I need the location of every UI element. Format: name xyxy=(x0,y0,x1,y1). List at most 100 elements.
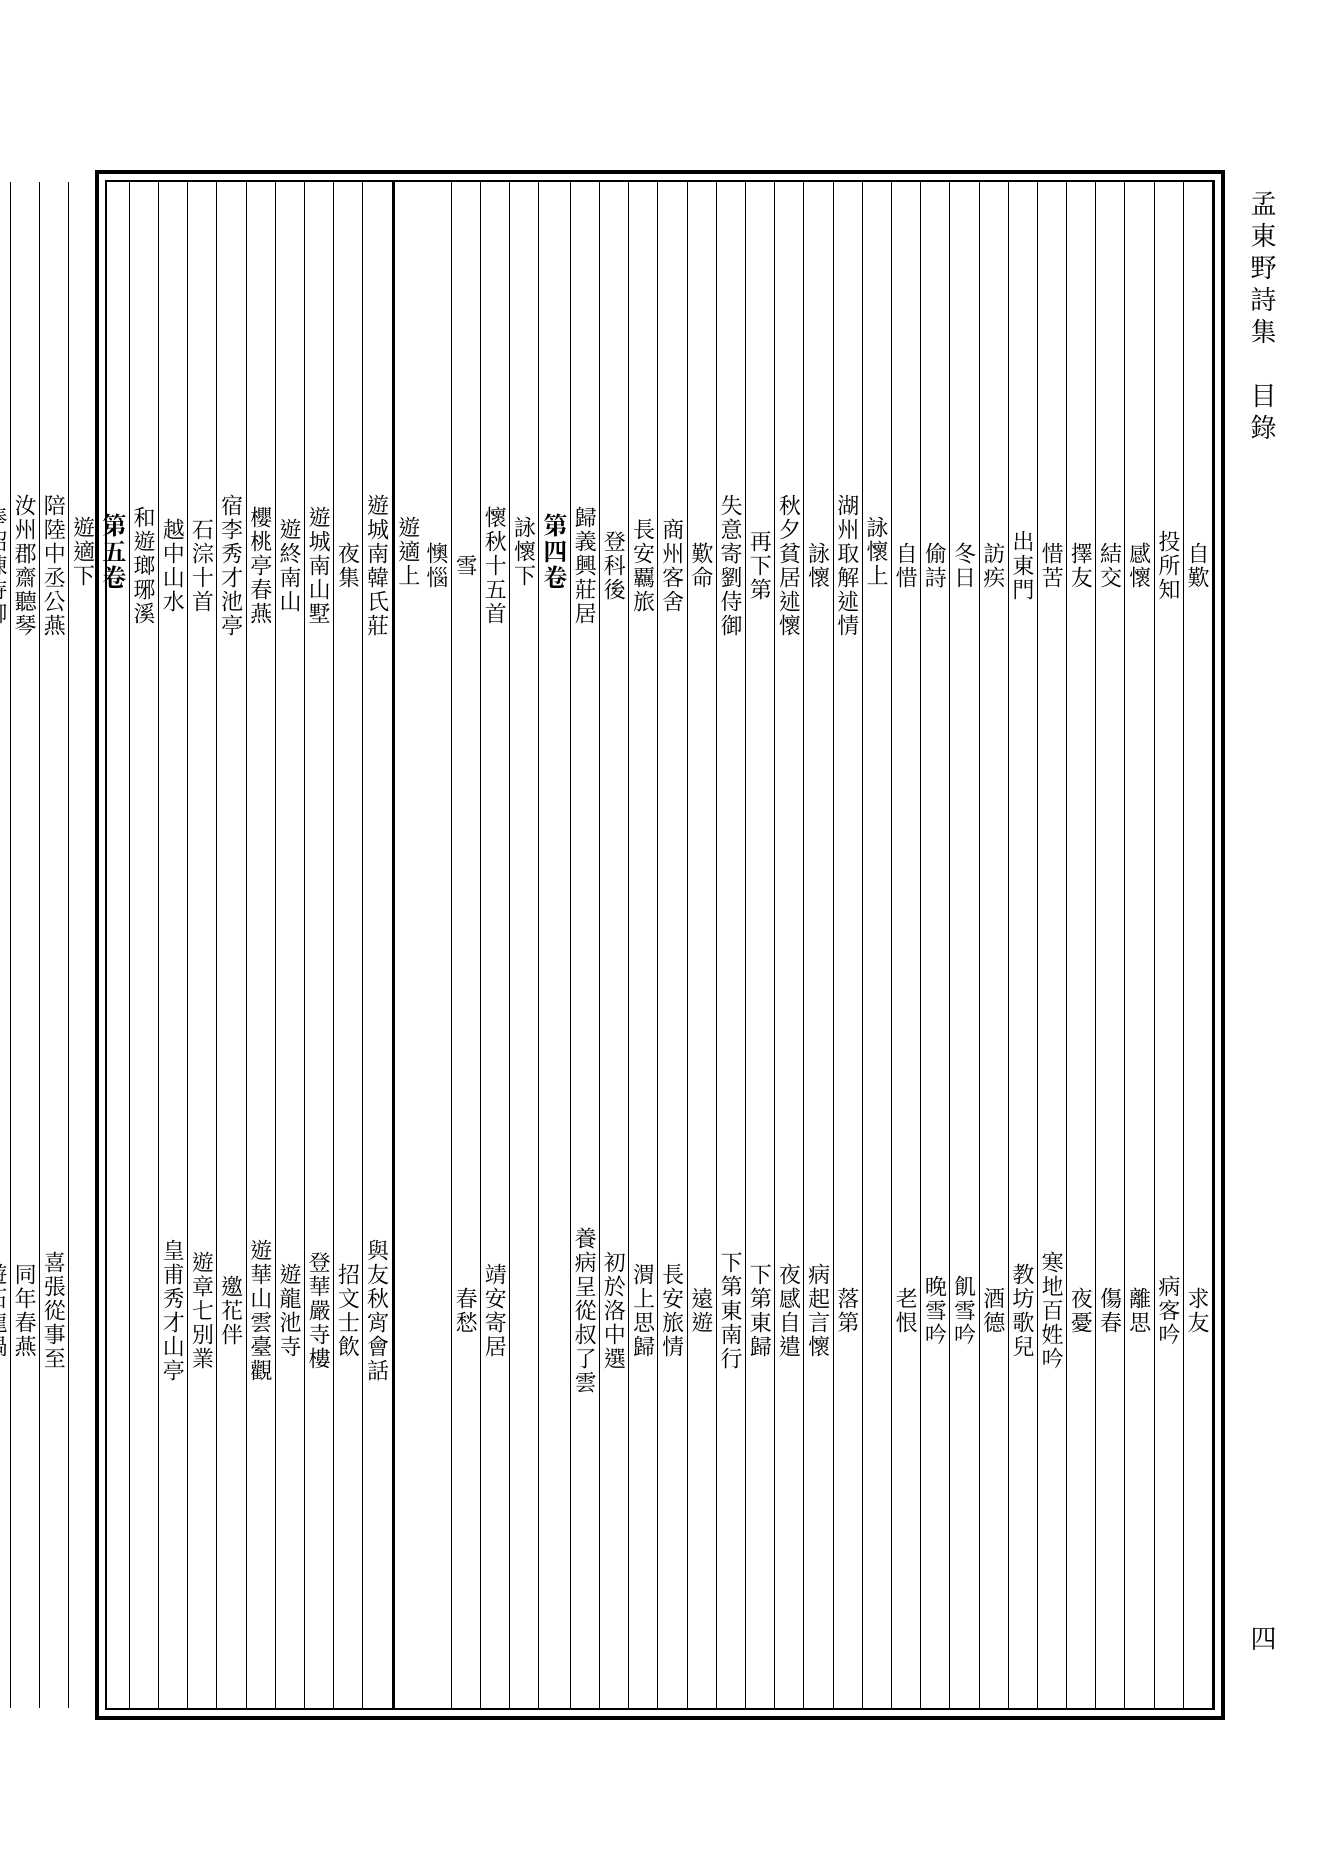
column: 遊適下 xyxy=(69,182,98,1708)
entry-lower: 求友 xyxy=(1186,915,1210,1700)
entry-lower: 離思 xyxy=(1127,915,1151,1700)
entry-lower: 下第東歸 xyxy=(748,915,772,1700)
entry-upper: 結交 xyxy=(1098,190,1122,915)
entry-lower: 同年春燕 xyxy=(13,915,37,1700)
entry-lower: 遠遊 xyxy=(690,915,714,1700)
entry-upper: 石淙十首 xyxy=(190,190,214,915)
right-half: 自歎求友投所知病客吟感懷離思結交傷春擇友夜憂惜苦寒地百姓吟出東門教坊歌兒訪疾酒德… xyxy=(393,182,1213,1708)
column: 歎命遠遊 xyxy=(688,182,717,1708)
column: 冬日飢雪吟 xyxy=(950,182,979,1708)
entry-lower xyxy=(425,915,449,1700)
column: 雪春愁 xyxy=(452,182,481,1708)
entry-upper: 歸義興莊居 xyxy=(573,190,597,915)
column: 遊城南韓氏莊與友秋宵會話 xyxy=(363,182,392,1708)
inner-frame: 自歎求友投所知病客吟感懷離思結交傷春擇友夜憂惜苦寒地百姓吟出東門教坊歌兒訪疾酒德… xyxy=(105,180,1215,1710)
entry-lower: 夜憂 xyxy=(1069,915,1093,1700)
entry-upper: 櫻桃亭春燕 xyxy=(249,190,273,915)
column: 自惜老恨 xyxy=(892,182,921,1708)
column: 陪陸中丞公燕喜張從事至 xyxy=(40,182,69,1708)
column: 擇友夜憂 xyxy=(1067,182,1096,1708)
entry-upper: 商州客舍 xyxy=(660,190,684,915)
entry-upper: 詠懷 xyxy=(806,190,830,915)
entry-upper: 冬日 xyxy=(952,190,976,915)
column: 結交傷春 xyxy=(1096,182,1125,1708)
entry-lower: 養病呈從叔了雲 xyxy=(573,915,597,1700)
column: 詠懷下 xyxy=(510,182,539,1708)
entry-upper: 自惜 xyxy=(894,190,918,915)
left-half: 遊城南韓氏莊與友秋宵會話夜集招文士飲遊城南山墅登華嚴寺樓遊終南山遊龍池寺櫻桃亭春… xyxy=(0,182,393,1708)
entry-upper: 失意寄劉侍御 xyxy=(719,190,743,915)
entry-upper: 雪 xyxy=(454,190,478,915)
entry-upper: 第四卷 xyxy=(541,190,567,915)
column: 第五卷 xyxy=(98,182,129,1708)
entry-upper: 第五卷 xyxy=(100,190,126,915)
entry-lower: 邀花伴 xyxy=(219,915,243,1700)
entry-upper: 湖州取解述情 xyxy=(836,190,860,915)
entry-lower: 老恨 xyxy=(894,915,918,1700)
entry-upper: 歎命 xyxy=(690,190,714,915)
entry-lower: 夜感自遣 xyxy=(777,915,801,1700)
entry-upper: 詠懷上 xyxy=(865,190,889,915)
entry-lower xyxy=(397,915,421,1700)
entry-lower xyxy=(71,915,95,1700)
column: 長安覊旅渭上思歸 xyxy=(629,182,658,1708)
entry-lower: 與友秋宵會話 xyxy=(365,915,389,1700)
entry-lower xyxy=(865,915,889,1700)
entry-upper: 越中山水 xyxy=(161,190,185,915)
entry-lower: 靖安寄居 xyxy=(483,915,507,1700)
column: 詠懷上 xyxy=(863,182,892,1708)
entry-upper: 詠懷下 xyxy=(512,190,536,915)
column: 自歎求友 xyxy=(1184,182,1213,1708)
entry-lower: 長安旅情 xyxy=(660,915,684,1700)
column: 越中山水皇甫秀才山亭 xyxy=(159,182,188,1708)
entry-upper: 訪疾 xyxy=(982,190,1006,915)
page-number: 四 xyxy=(1245,1625,1282,1651)
entry-upper: 投所知 xyxy=(1157,190,1181,915)
entry-upper: 懷秋十五首 xyxy=(483,190,507,915)
entry-lower: 寒地百姓吟 xyxy=(1040,915,1064,1700)
entry-lower xyxy=(132,915,156,1700)
entry-upper: 懊惱 xyxy=(425,190,449,915)
entry-lower: 登華嚴寺樓 xyxy=(307,915,331,1700)
entry-upper: 宿李秀才池亭 xyxy=(219,190,243,915)
entry-lower: 招文士飲 xyxy=(336,915,360,1700)
column: 偷詩晚雪吟 xyxy=(921,182,950,1708)
entry-upper: 長安覊旅 xyxy=(631,190,655,915)
entry-lower: 下第東南行 xyxy=(719,915,743,1700)
entry-upper: 登科後 xyxy=(602,190,626,915)
column: 櫻桃亭春燕遊華山雲臺觀 xyxy=(247,182,276,1708)
column: 懷秋十五首靖安寄居 xyxy=(481,182,510,1708)
column: 汝州郡齋聽琴同年春燕 xyxy=(11,182,40,1708)
column: 出東門教坊歌兒 xyxy=(1009,182,1038,1708)
entry-lower xyxy=(100,915,126,1700)
entry-lower: 遊龍池寺 xyxy=(278,915,302,1700)
entry-upper: 遊適上 xyxy=(397,190,421,915)
entry-lower: 飢雪吟 xyxy=(952,915,976,1700)
entry-upper: 感懷 xyxy=(1127,190,1151,915)
column: 失意寄劉侍御下第東南行 xyxy=(717,182,746,1708)
entry-lower: 落第 xyxy=(836,915,860,1700)
entry-lower: 春愁 xyxy=(454,915,478,1700)
entry-lower: 教坊歌兒 xyxy=(1011,915,1035,1700)
column: 詠懷病起言懷 xyxy=(804,182,833,1708)
entry-lower: 遊華山雲臺觀 xyxy=(249,915,273,1700)
column: 投所知病客吟 xyxy=(1155,182,1184,1708)
entry-lower: 初於洛中選 xyxy=(602,915,626,1700)
entry-lower: 喜張從事至 xyxy=(42,915,66,1700)
entry-upper: 出東門 xyxy=(1011,190,1035,915)
column: 遊終南山遊龍池寺 xyxy=(276,182,305,1708)
entry-upper: 秋夕貧居述懷 xyxy=(777,190,801,915)
entry-upper: 遊城南韓氏莊 xyxy=(365,190,389,915)
entry-lower: 病起言懷 xyxy=(806,915,830,1700)
entry-upper: 遊適下 xyxy=(71,190,95,915)
entry-upper: 擇友 xyxy=(1069,190,1093,915)
entry-upper: 和遊瑯琊溪 xyxy=(132,190,156,915)
column: 遊城南山墅登華嚴寺樓 xyxy=(305,182,334,1708)
entry-lower: 渭上思歸 xyxy=(631,915,655,1700)
column: 秋夕貧居述懷夜感自遣 xyxy=(775,182,804,1708)
column: 宿李秀才池亭邀花伴 xyxy=(217,182,246,1708)
entry-upper: 夜集 xyxy=(336,190,360,915)
column: 惜苦寒地百姓吟 xyxy=(1038,182,1067,1708)
column: 第四卷 xyxy=(539,182,570,1708)
column: 感懷離思 xyxy=(1125,182,1154,1708)
